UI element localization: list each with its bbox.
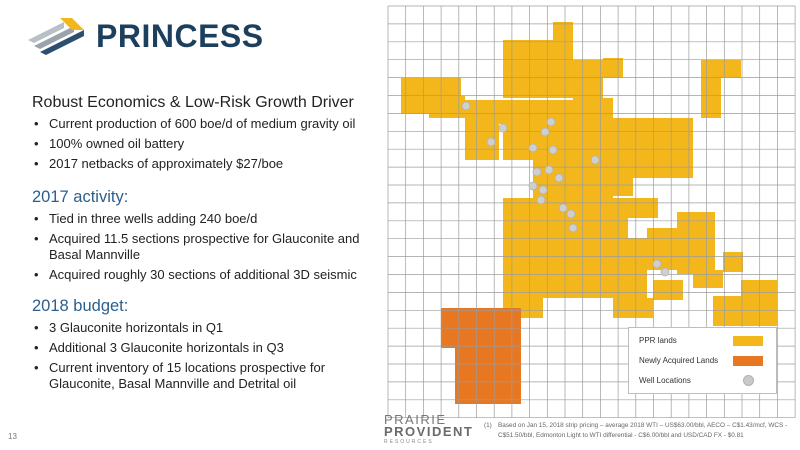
well-location bbox=[566, 209, 576, 219]
ppr-land-parcel bbox=[573, 60, 603, 98]
logo-line-2: PROVIDENT bbox=[384, 424, 474, 439]
well-location bbox=[536, 195, 546, 205]
well-location bbox=[660, 267, 670, 277]
ppr-land-parcel bbox=[503, 198, 533, 218]
ppr-land-parcel bbox=[721, 60, 741, 78]
ppr-land-parcel bbox=[677, 212, 715, 274]
bullet-item: 2017 netbacks of approximately $27/boe bbox=[32, 156, 377, 172]
bullet-list: Tied in three wells adding 240 boe/d Acq… bbox=[32, 211, 377, 283]
legend-label-new: Newly Acquired Lands bbox=[639, 356, 719, 365]
well-location-icon bbox=[743, 375, 754, 386]
well-location bbox=[590, 155, 600, 165]
ppr-land-parcel bbox=[553, 22, 573, 42]
ppr-lands-swatch bbox=[733, 336, 763, 346]
ppr-land-parcel bbox=[429, 96, 465, 118]
bullet-item: 3 Glauconite horizontals in Q1 bbox=[32, 320, 377, 336]
company-logo: PRAIRIE PROVIDENT RESOURCES bbox=[384, 412, 474, 448]
ppr-land-parcel bbox=[723, 252, 743, 272]
well-location bbox=[568, 223, 578, 233]
footnote-text: Based on Jan 15, 2018 strip pricing – av… bbox=[498, 422, 788, 439]
ppr-land-parcel bbox=[653, 280, 683, 300]
page-number: 13 bbox=[8, 432, 17, 441]
bullet-item: Tied in three wells adding 240 boe/d bbox=[32, 211, 377, 227]
new-lands-swatch bbox=[733, 356, 763, 366]
logo-line-1: PRAIRIE bbox=[384, 412, 447, 427]
ppr-land-parcel bbox=[533, 198, 628, 238]
map-legend: PPR lands Newly Acquired Lands Well Loca… bbox=[628, 327, 777, 394]
section-economics: Robust Economics & Low-Risk Growth Drive… bbox=[32, 94, 377, 172]
footnote-number: (1) bbox=[484, 422, 492, 429]
ppr-land-parcel bbox=[573, 98, 613, 158]
legend-label-ppr: PPR lands bbox=[639, 336, 677, 345]
well-location bbox=[652, 259, 662, 269]
well-location bbox=[486, 137, 496, 147]
legend-label-wells: Well Locations bbox=[639, 376, 691, 385]
well-location bbox=[528, 143, 538, 153]
bullet-content: Robust Economics & Low-Risk Growth Drive… bbox=[32, 94, 377, 402]
ppr-land-parcel bbox=[713, 296, 741, 326]
new-land-parcel bbox=[455, 348, 521, 404]
well-location bbox=[498, 123, 508, 133]
section-2017-activity: 2017 activity: Tied in three wells addin… bbox=[32, 188, 377, 283]
bullet-item: Acquired roughly 30 sections of addition… bbox=[32, 267, 377, 283]
ppr-land-parcel bbox=[543, 124, 573, 142]
ppr-land-parcel bbox=[503, 218, 543, 318]
chevron-stack-logo-icon bbox=[28, 18, 84, 55]
ppr-land-parcel bbox=[693, 270, 723, 288]
ppr-land-parcel bbox=[741, 280, 777, 326]
ppr-land-parcel bbox=[613, 298, 653, 318]
well-location bbox=[554, 173, 564, 183]
section-heading: 2017 activity: bbox=[32, 188, 129, 206]
bullet-list: 3 Glauconite horizontals in Q1 Additiona… bbox=[32, 320, 377, 392]
bullet-item: Current production of 600 boe/d of mediu… bbox=[32, 116, 377, 132]
well-location bbox=[538, 185, 548, 195]
ppr-land-parcel bbox=[543, 238, 647, 298]
ppr-land-parcel bbox=[465, 100, 573, 124]
well-location bbox=[558, 203, 568, 213]
ppr-land-parcel bbox=[701, 60, 721, 118]
bullet-item: Current inventory of 15 locations prospe… bbox=[32, 360, 377, 392]
ppr-land-parcel bbox=[647, 228, 677, 270]
well-location bbox=[532, 167, 542, 177]
ppr-land-parcel bbox=[603, 58, 623, 78]
bullet-list: Current production of 600 boe/d of mediu… bbox=[32, 116, 377, 172]
well-location bbox=[528, 181, 538, 191]
ppr-land-parcel bbox=[503, 40, 573, 98]
well-location bbox=[544, 165, 554, 175]
section-heading: 2018 budget: bbox=[32, 297, 129, 315]
land-map bbox=[383, 0, 800, 418]
section-heading: Robust Economics & Low-Risk Growth Drive… bbox=[32, 94, 354, 111]
ppr-land-parcel bbox=[573, 158, 613, 198]
page-title: PRINCESS bbox=[96, 18, 264, 54]
logo-line-3: RESOURCES bbox=[384, 439, 434, 445]
title-band: PRINCESS bbox=[0, 0, 388, 68]
bullet-item: Acquired 11.5 sections prospective for G… bbox=[32, 231, 377, 263]
well-location bbox=[461, 101, 471, 111]
bullet-item: 100% owned oil battery bbox=[32, 136, 377, 152]
ppr-land-parcel bbox=[613, 178, 633, 196]
bullet-item: Additional 3 Glauconite horizontals in Q… bbox=[32, 340, 377, 356]
well-location bbox=[546, 117, 556, 127]
section-2018-budget: 2018 budget: 3 Glauconite horizontals in… bbox=[32, 297, 377, 392]
ppr-land-parcel bbox=[613, 118, 693, 178]
well-location bbox=[540, 127, 550, 137]
well-location bbox=[548, 145, 558, 155]
